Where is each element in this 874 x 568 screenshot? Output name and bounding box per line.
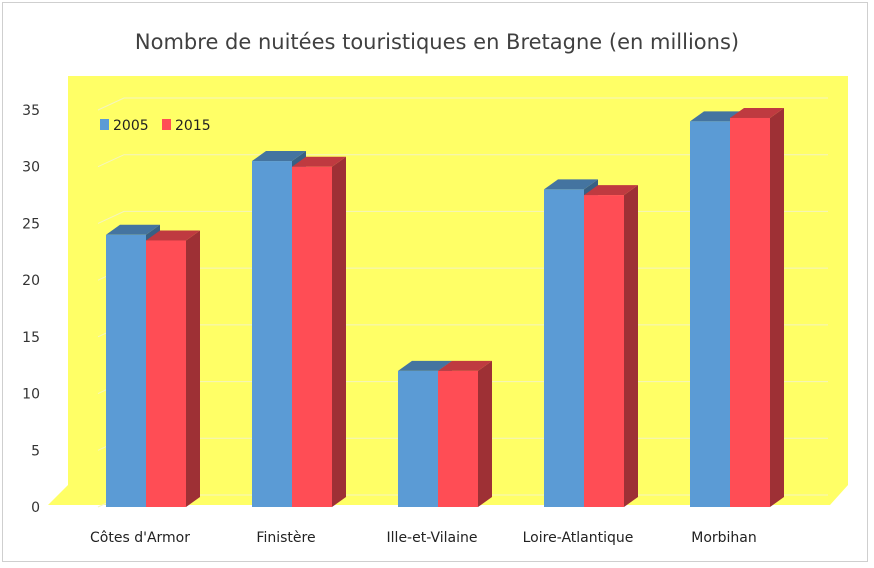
y-tick-label: 5 xyxy=(31,443,40,459)
chart-title: Nombre de nuitées touristiques en Bretag… xyxy=(134,30,740,54)
legend: 2005 2015 xyxy=(100,118,211,134)
y-tick-label: 35 xyxy=(22,103,40,119)
x-category-label: Loire-Atlantique xyxy=(523,530,634,546)
gridline xyxy=(97,154,828,168)
y-axis-ticks: 0 5 10 15 20 25 30 35 xyxy=(22,103,40,516)
gridline xyxy=(97,97,828,111)
legend-swatch xyxy=(162,119,171,130)
y-tick-label: 10 xyxy=(22,387,40,403)
bar xyxy=(730,107,784,507)
bar xyxy=(292,156,346,507)
bar xyxy=(146,230,200,507)
x-axis-categories: Côtes d'Armor Finistère Ille-et-Vilaine Loi… xyxy=(90,530,757,546)
legend-label: 2015 xyxy=(175,118,211,134)
y-tick-label: 0 xyxy=(31,500,40,516)
y-tick-label: 30 xyxy=(22,160,40,176)
bar xyxy=(584,185,638,508)
x-category-label: Côtes d'Armor xyxy=(90,530,190,546)
bars xyxy=(106,107,784,508)
y-tick-label: 25 xyxy=(22,216,40,232)
x-category-label: Morbihan xyxy=(691,530,757,546)
legend-swatch xyxy=(100,119,109,130)
y-tick-label: 20 xyxy=(22,273,40,289)
legend-label: 2005 xyxy=(113,118,149,134)
x-category-label: Finistère xyxy=(256,530,315,546)
x-category-label: Ille-et-Vilaine xyxy=(387,530,478,546)
y-tick-label: 15 xyxy=(22,330,40,346)
bar xyxy=(438,360,492,507)
